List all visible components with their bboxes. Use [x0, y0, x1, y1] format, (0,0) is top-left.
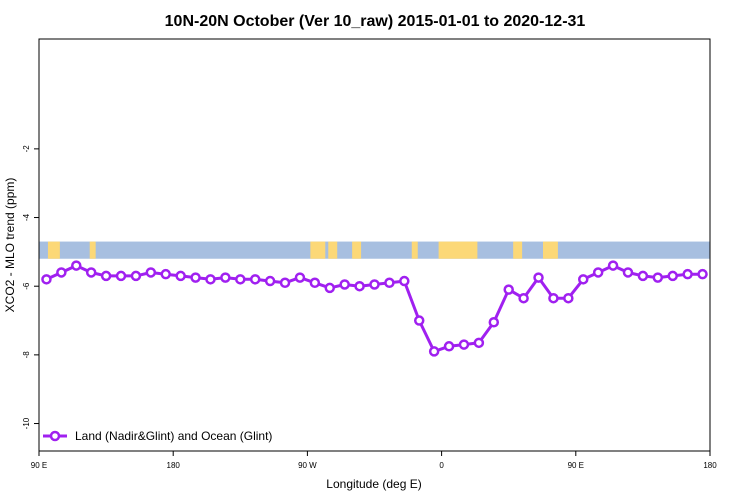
data-point — [458, 339, 470, 350]
data-point — [518, 292, 529, 304]
data-point — [71, 260, 82, 271]
y-axis: -2 -4 -6 -8 -10 — [22, 145, 39, 429]
data-point — [324, 282, 336, 294]
map-land — [542, 241, 558, 259]
legend-marker-swatch — [49, 430, 61, 442]
data-point — [115, 270, 127, 282]
data-point — [548, 292, 559, 304]
x-axis: 90 E 180 90 W 0 90 E 180 — [31, 451, 717, 470]
series-layer — [41, 260, 708, 357]
data-point — [428, 346, 440, 357]
x-tick-label: 90 E — [568, 461, 584, 470]
map-land — [47, 241, 60, 259]
y-axis-label: XCO2 - MLO trend (ppm) — [3, 178, 17, 313]
data-point — [339, 279, 350, 290]
y-tick-label: -6 — [22, 282, 31, 290]
data-point — [443, 341, 455, 352]
data-point — [220, 272, 231, 283]
y-tick-label: -4 — [22, 213, 31, 221]
legend-label: Land (Nadir&Glint) and Ocean (Glint) — [75, 429, 272, 443]
data-point — [682, 268, 693, 280]
map-land — [352, 241, 362, 259]
data-point — [533, 272, 544, 283]
data-point — [130, 270, 142, 282]
series-line — [45, 264, 703, 353]
data-point — [667, 270, 678, 282]
map-land — [310, 241, 326, 259]
x-axis-label: Longitude (deg E) — [326, 477, 421, 491]
chart-title: 10N-20N October (Ver 10_raw) 2015-01-01 … — [165, 13, 586, 30]
data-point — [399, 275, 410, 287]
data-point — [473, 337, 485, 349]
legend: Land (Nadir&Glint) and Ocean (Glint) — [43, 429, 272, 443]
data-point — [205, 274, 216, 285]
data-point — [235, 274, 246, 285]
map-ocean — [39, 241, 710, 259]
data-point — [175, 270, 186, 282]
map-land — [328, 241, 338, 259]
data-point — [279, 277, 291, 289]
data-point — [264, 275, 276, 287]
y-tick-label: -2 — [22, 145, 31, 153]
data-point — [563, 292, 574, 304]
data-point — [160, 268, 171, 280]
data-point — [503, 284, 514, 295]
map-land — [411, 241, 418, 259]
data-point — [354, 280, 365, 292]
data-point — [190, 272, 201, 283]
data-point — [488, 317, 500, 328]
map-land — [89, 241, 96, 259]
x-tick-label: 0 — [439, 461, 444, 470]
data-point — [85, 267, 97, 278]
data-point — [622, 267, 634, 278]
data-point — [637, 270, 649, 282]
x-tick-label: 180 — [703, 461, 717, 470]
data-point — [309, 277, 321, 289]
y-tick-label: -8 — [22, 351, 31, 359]
data-point — [578, 274, 589, 285]
data-point — [249, 274, 261, 285]
x-tick-label: 180 — [167, 461, 181, 470]
map-land — [513, 241, 523, 259]
data-point — [384, 277, 395, 289]
data-point — [652, 272, 664, 283]
data-point — [41, 274, 52, 285]
data-point — [607, 260, 619, 271]
data-point — [369, 279, 380, 290]
data-point — [56, 267, 67, 278]
x-tick-label: 90 W — [298, 461, 317, 470]
plot-frame — [38, 38, 711, 452]
map-land — [438, 241, 478, 259]
data-point — [145, 267, 157, 278]
data-point — [294, 272, 306, 283]
data-point — [413, 315, 425, 326]
y-tick-label: -10 — [22, 417, 31, 429]
x-tick-label: 90 E — [31, 461, 47, 470]
world-map-band — [39, 241, 710, 259]
data-point — [697, 268, 708, 280]
data-point — [100, 270, 112, 282]
data-point — [592, 267, 604, 278]
